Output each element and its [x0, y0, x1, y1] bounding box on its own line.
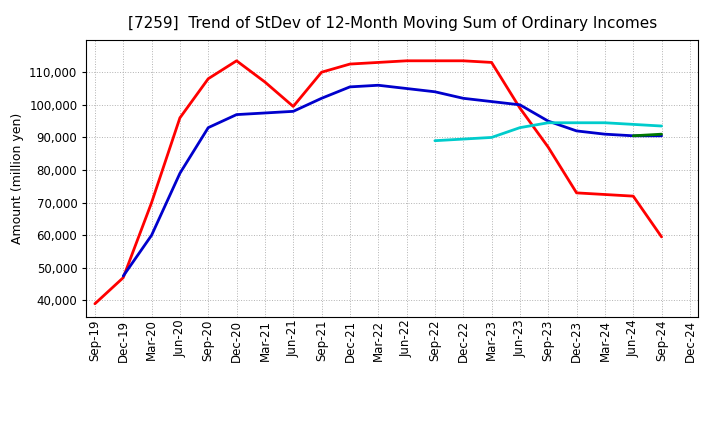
7 Years [487, 135, 496, 140]
5 Years [204, 125, 212, 130]
3 Years [516, 106, 524, 111]
10 Years [657, 132, 666, 137]
3 Years [600, 192, 609, 197]
3 Years [289, 104, 297, 109]
7 Years [572, 120, 581, 125]
7 Years [657, 123, 666, 128]
3 Years [233, 58, 241, 63]
3 Years [204, 76, 212, 81]
Y-axis label: Amount (million yen): Amount (million yen) [11, 113, 24, 244]
5 Years [148, 233, 156, 238]
5 Years [261, 110, 269, 116]
7 Years [544, 120, 552, 125]
5 Years [572, 128, 581, 134]
Line: 10 Years: 10 Years [633, 134, 662, 136]
7 Years [459, 136, 467, 142]
10 Years [629, 133, 637, 139]
3 Years [176, 115, 184, 121]
5 Years [119, 273, 127, 279]
Line: 5 Years: 5 Years [123, 85, 662, 276]
5 Years [346, 84, 354, 89]
3 Years [402, 58, 411, 63]
5 Years [402, 86, 411, 91]
3 Years [318, 70, 326, 75]
3 Years [572, 190, 581, 195]
3 Years [91, 301, 99, 306]
3 Years [544, 145, 552, 150]
7 Years [600, 120, 609, 125]
3 Years [431, 58, 439, 63]
3 Years [657, 234, 666, 239]
5 Years [374, 83, 382, 88]
5 Years [544, 118, 552, 124]
3 Years [629, 194, 637, 199]
3 Years [374, 60, 382, 65]
3 Years [119, 275, 127, 280]
5 Years [600, 132, 609, 137]
5 Years [487, 99, 496, 104]
3 Years [487, 60, 496, 65]
5 Years [233, 112, 241, 117]
Line: 7 Years: 7 Years [435, 123, 662, 141]
5 Years [459, 95, 467, 101]
7 Years [629, 122, 637, 127]
7 Years [516, 125, 524, 130]
7 Years [431, 138, 439, 143]
3 Years [261, 79, 269, 84]
5 Years [657, 133, 666, 139]
5 Years [629, 133, 637, 139]
3 Years [459, 58, 467, 63]
5 Years [318, 95, 326, 101]
Line: 3 Years: 3 Years [95, 61, 662, 304]
5 Years [289, 109, 297, 114]
3 Years [346, 62, 354, 67]
5 Years [431, 89, 439, 95]
3 Years [148, 200, 156, 205]
5 Years [176, 171, 184, 176]
Title: [7259]  Trend of StDev of 12-Month Moving Sum of Ordinary Incomes: [7259] Trend of StDev of 12-Month Moving… [127, 16, 657, 32]
5 Years [516, 102, 524, 107]
